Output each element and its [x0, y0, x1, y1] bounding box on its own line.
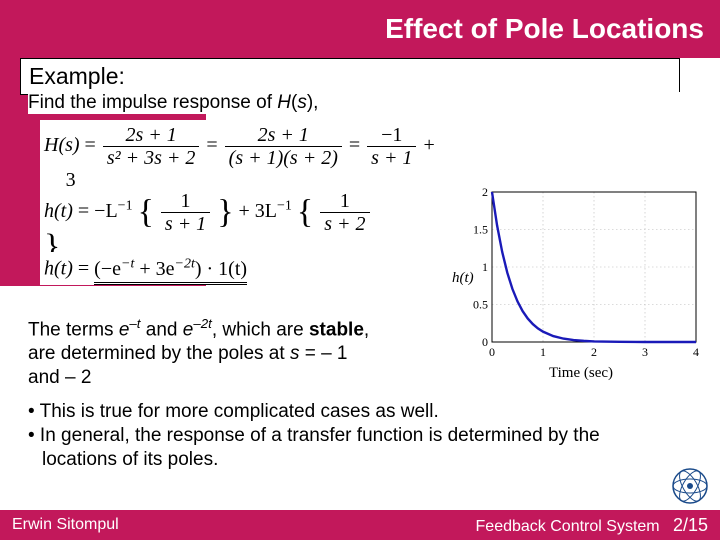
response-chart: 0123400.511.52 h(t) Time (sec) [458, 186, 704, 380]
bullet-list: • This is true for more complicated case… [28, 400, 668, 471]
svg-text:0.5: 0.5 [473, 298, 488, 312]
stable-paragraph: The terms e–t and e–2t, which are stable… [28, 316, 444, 390]
find-line: Find the impulse response of H(s), [28, 92, 688, 114]
f3-underlined: (−e−t + 3e−2t) · 1(t) [94, 258, 247, 285]
footer-course: Feedback Control System [476, 518, 660, 535]
f1-frac3: −1 s + 1 [367, 124, 416, 169]
chart-svg: 0 1 2 3 4 0 0.5 1 1.5 2 [458, 186, 704, 362]
f1-frac2: 2s + 1 (s + 1)(s + 2) [225, 124, 342, 169]
find-prefix: Find the impulse response of [28, 92, 277, 113]
svg-text:3: 3 [642, 345, 648, 359]
f1-lhs: H(s) [44, 134, 80, 156]
svg-text:0: 0 [489, 345, 495, 359]
svg-text:1: 1 [482, 260, 488, 274]
svg-text:0: 0 [482, 335, 488, 349]
footer-page: 2/15 [673, 515, 708, 535]
slide-title: Effect of Pole Locations [385, 13, 704, 45]
footer-author: Erwin Sitompul [12, 516, 119, 534]
svg-text:2: 2 [482, 186, 488, 199]
institution-logo [670, 466, 710, 506]
f2-frac2: 1 s + 2 [320, 190, 369, 235]
footer-bar: Erwin Sitompul Feedback Control System 2… [0, 510, 720, 540]
formula-ht-inverse: h(t) = −L−1 { 1 s + 1 } + 3L−1 { 1 s + 2… [40, 186, 380, 262]
svg-text:2: 2 [591, 345, 597, 359]
svg-text:4: 4 [693, 345, 699, 359]
bullet-1: • This is true for more complicated case… [28, 400, 668, 424]
example-label-box: Example: [20, 58, 680, 95]
find-arg: s [297, 92, 307, 113]
find-suffix: , [313, 92, 318, 113]
f1-frac1: 2s + 1 s² + 3s + 2 [103, 124, 200, 169]
svg-text:1: 1 [540, 345, 546, 359]
svg-text:1.5: 1.5 [473, 223, 488, 237]
bullet-2: • In general, the response of a transfer… [28, 424, 668, 472]
f2-frac1: 1 s + 1 [161, 190, 210, 235]
find-fn: H [277, 92, 291, 113]
chart-ylabel: h(t) [452, 270, 474, 287]
formula-ht-result: h(t) = (−e−t + 3e−2t) · 1(t) [40, 252, 300, 285]
example-label: Example: [29, 63, 125, 89]
chart-xlabel: Time (sec) [458, 365, 704, 382]
